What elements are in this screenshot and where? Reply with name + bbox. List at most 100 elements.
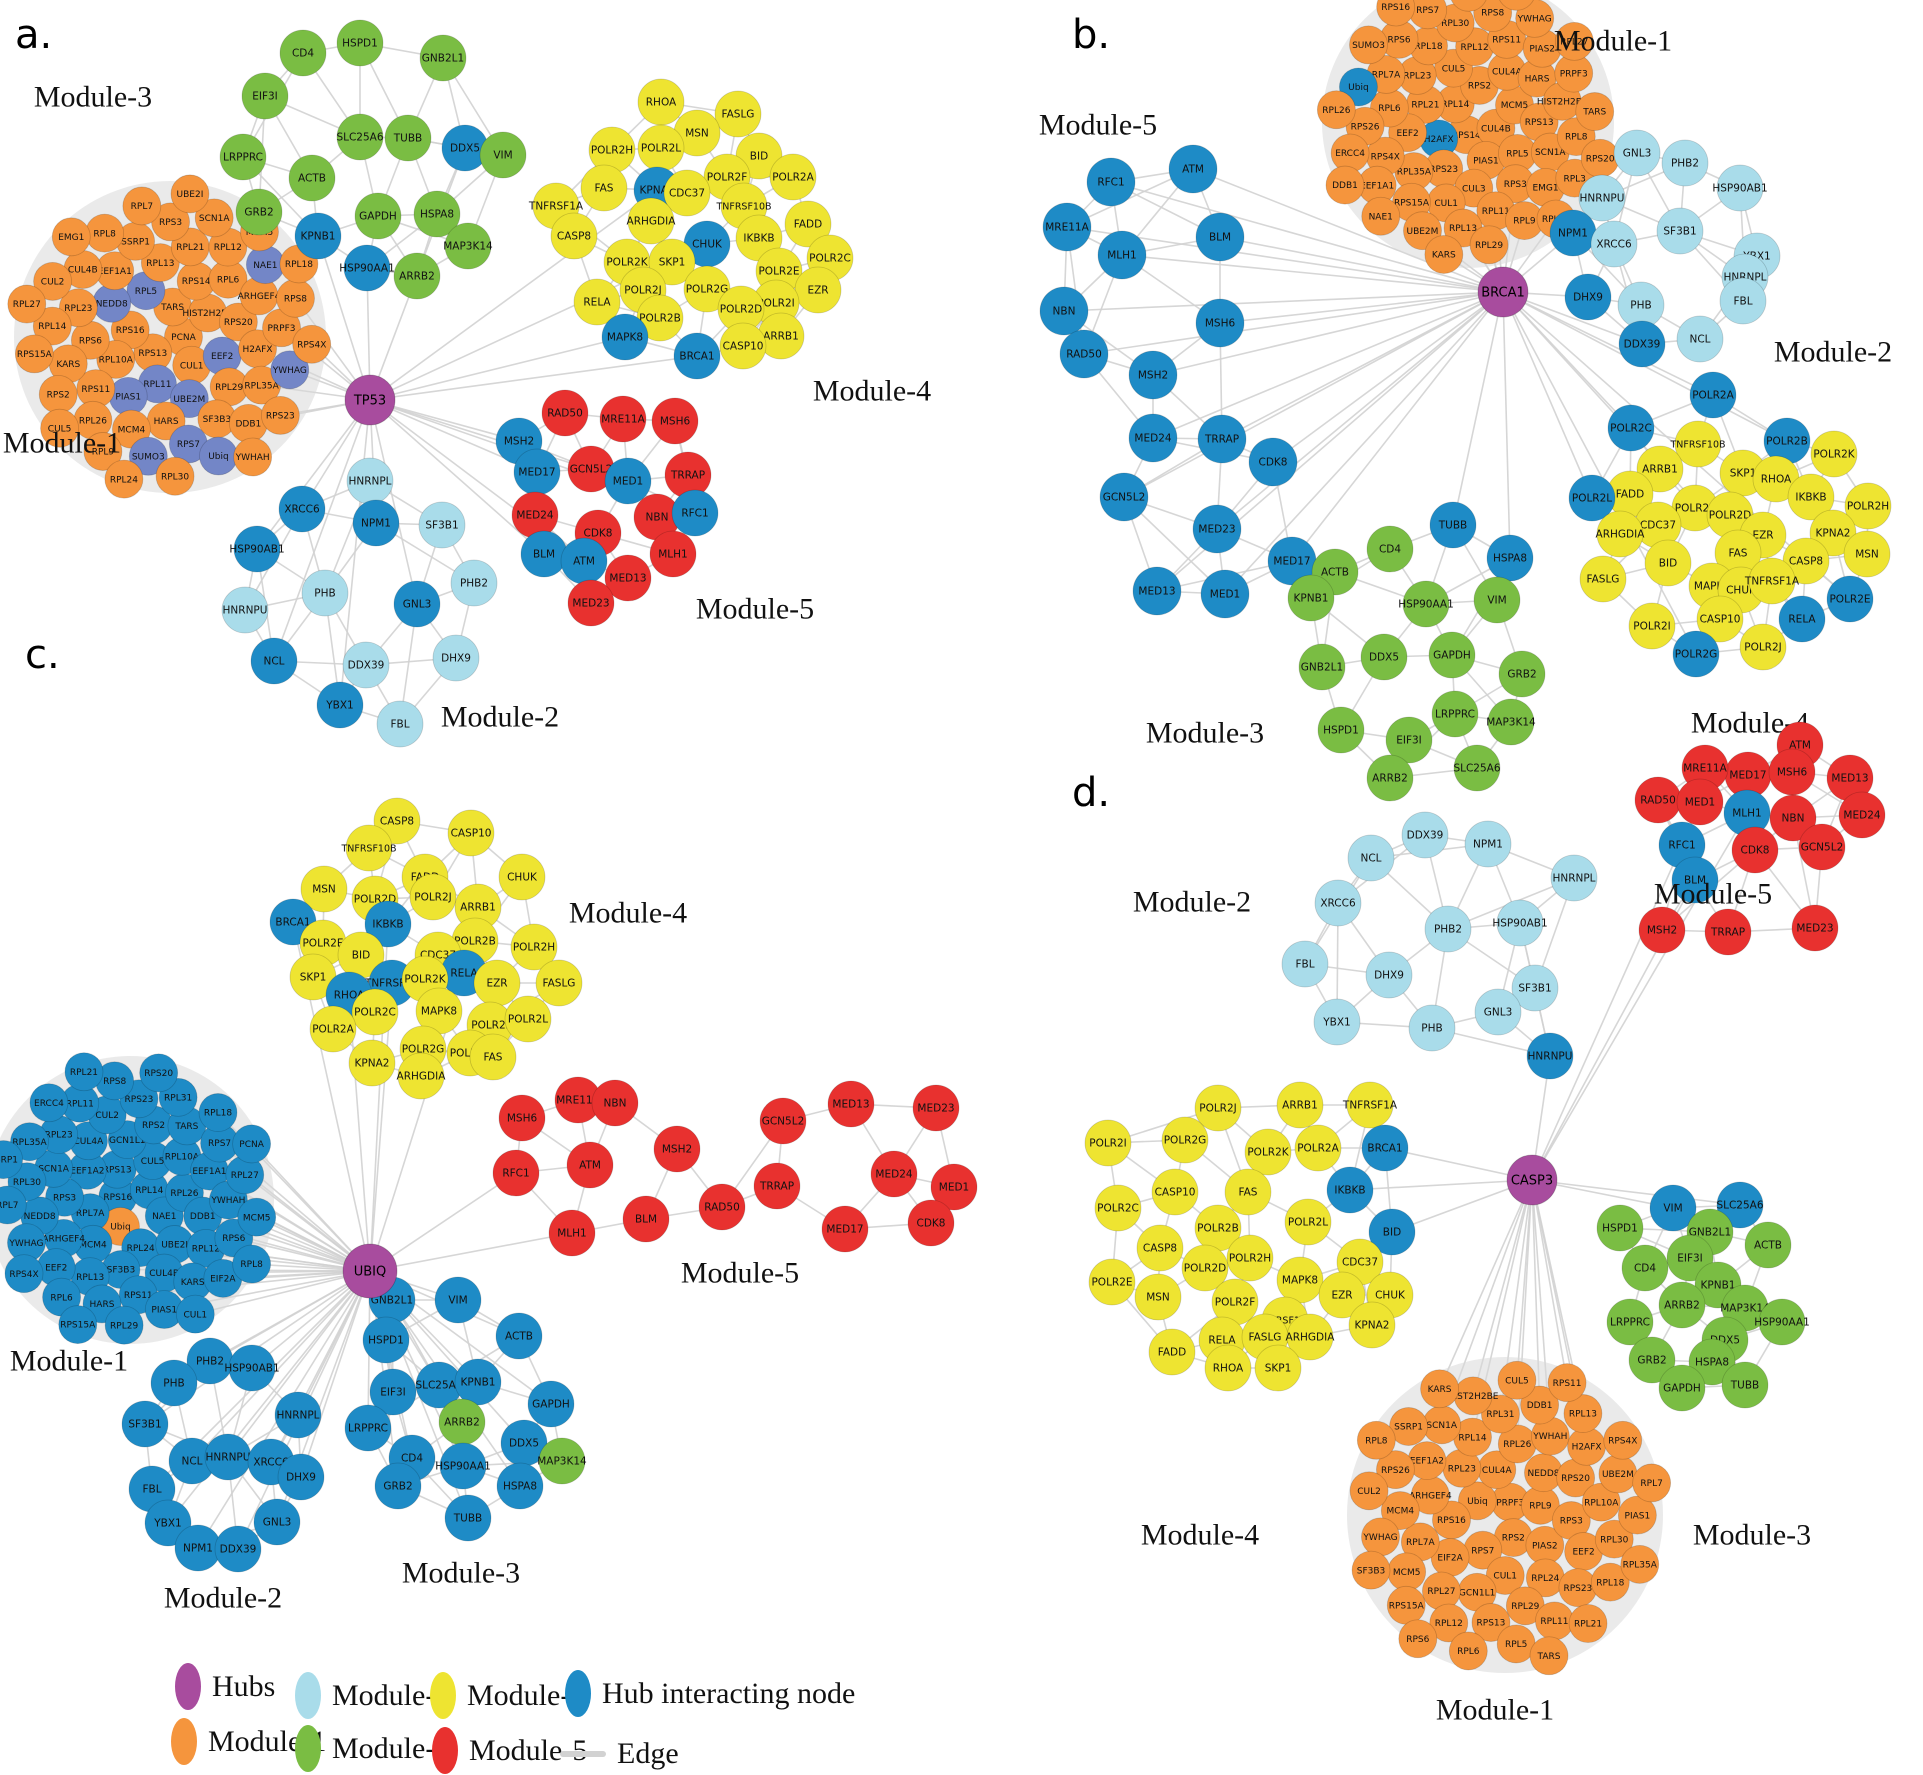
node-MRE11A: MRE11A — [599, 395, 647, 443]
node-POLR2E: POLR2E — [1088, 1258, 1136, 1306]
node-label: POLR2C — [1610, 423, 1652, 435]
hub-swatch-icon — [175, 1663, 201, 1710]
node-KARS: KARS — [1420, 1369, 1459, 1409]
node-label: POLR2B — [1197, 1223, 1239, 1235]
node-label: EIF2A — [1437, 1554, 1463, 1564]
node-label: RPS2 — [1468, 82, 1491, 92]
node-label: POLR2G — [402, 1044, 445, 1056]
node-label: RPS20 — [224, 318, 253, 328]
node-NCL: NCL — [1347, 834, 1395, 882]
node-DDB1: DDB1 — [1325, 165, 1365, 205]
node-label: XRCC6 — [1596, 239, 1632, 251]
node-MED23: MED23 — [567, 579, 615, 627]
node-MED23: MED23 — [1192, 504, 1242, 554]
node-label: RPL6 — [1378, 104, 1401, 114]
node-ARRB2: ARRB2 — [438, 1398, 486, 1446]
node-MAP3K14: MAP3K14 — [537, 1437, 587, 1485]
node-label: KPNA2 — [1355, 1320, 1390, 1332]
node-label: FAS — [484, 1052, 503, 1064]
node-DDB1: DDB1 — [228, 404, 268, 443]
node-TNFRSF1A: TNFRSF1A — [1744, 557, 1800, 605]
node-HSPA8: HSPA8 — [496, 1462, 544, 1510]
node-label: HNRNPU — [223, 605, 268, 617]
node-CASP10: CASP10 — [1151, 1168, 1199, 1216]
node-label: CASP10 — [1700, 614, 1741, 626]
cluster-module-1: PCNA RPS13 TARS CUL1 RPS16 HIST2H2BE RPL11 RPL5… — [7, 174, 332, 499]
node-label: CASP10 — [451, 828, 492, 840]
nodes-layer: PRPF3 RPS2 Ubiq RPL9 RPS7 CUL4A PIAS2 RPS16 NEDD… — [1084, 721, 1886, 1676]
node-label: MSH6 — [1205, 318, 1236, 330]
node-NPM1: NPM1 — [352, 499, 400, 547]
node-label: EIF3I — [380, 1387, 406, 1399]
node-label: GNB2L1 — [1301, 662, 1343, 674]
node-label: GNB2L1 — [1689, 1227, 1731, 1239]
node-label: RPL21 — [176, 243, 204, 253]
node-label: FBL — [1295, 959, 1314, 971]
node-ATM: ATM — [1168, 144, 1218, 194]
node-IKBKB: IKBKB — [1787, 473, 1835, 521]
node-MED23: MED23 — [1791, 904, 1839, 952]
node-NEDD8: NEDD8 — [1524, 1453, 1563, 1493]
cluster-module-1: PRPF3 RPS2 Ubiq RPL9 RPS7 CUL4A PIAS2 RPS16 NEDD… — [1347, 1357, 1672, 1676]
node-label: MLH1 — [1732, 808, 1762, 820]
node-label: PHB — [163, 1378, 184, 1390]
node-label: GRB2 — [244, 207, 273, 219]
node-HNRNPU: HNRNPU — [204, 1433, 252, 1481]
node-ARRB1: ARRB1 — [1276, 1081, 1324, 1129]
node-label: MED1 — [1210, 589, 1240, 601]
node-label: RPL11 — [143, 380, 171, 390]
node-label: CASP10 — [723, 341, 764, 353]
node-RPS4X: RPS4X — [292, 324, 332, 364]
node-label: H2AFX — [243, 345, 273, 355]
node-MLH1: MLH1 — [649, 530, 697, 578]
node-label: BRCA1 — [1367, 1143, 1402, 1155]
node-NCL: NCL — [250, 637, 298, 685]
node-HSPD1: HSPD1 — [1317, 706, 1365, 754]
node-label: RPS8 — [284, 294, 307, 304]
node-MED1: MED1 — [930, 1163, 978, 1211]
node-SCN1A: SCN1A — [194, 198, 234, 238]
node-label: MAP3K14 — [537, 1456, 587, 1468]
node-label: RPL18 — [285, 260, 313, 270]
node-label: TARS — [1537, 1652, 1561, 1662]
node-label: EIF3I — [1396, 735, 1422, 747]
node-POLR2D: POLR2D — [1181, 1244, 1229, 1292]
node-label: EEF1A2 — [1410, 1457, 1444, 1467]
node-label: EIF2A — [210, 1275, 236, 1285]
node-label: RPS4X — [297, 340, 326, 350]
node-label: DDX5 — [450, 143, 480, 155]
node-label: MSN — [1146, 1292, 1170, 1304]
node-label: NBN — [604, 1098, 627, 1110]
node-BLM: BLM — [1671, 856, 1719, 904]
node-POLR2J: POLR2J — [1194, 1084, 1242, 1132]
node-PHB2: PHB2 — [1661, 139, 1709, 187]
node-label: CDC37 — [1342, 1257, 1378, 1269]
node-CASP8: CASP8 — [1136, 1224, 1184, 1272]
node-label: NEDD8 — [1527, 1469, 1559, 1479]
node-RPL27: RPL27 — [1554, 21, 1594, 61]
node-label: SKP1 — [1730, 468, 1757, 480]
node-label: CHUK — [1375, 1290, 1406, 1302]
node-label: RPL18 — [1596, 1578, 1624, 1588]
node-DDX39: DDX39 — [1401, 811, 1449, 859]
cluster-module-2: GNL3PHB2HSP90AB1HNRNPUSF3B1NPM1XRCC6YBX1… — [1549, 129, 1781, 368]
node-label: PIAS1 — [1473, 157, 1499, 167]
node-label: HNRNPL — [276, 1410, 319, 1422]
node-label: FASLG — [1587, 574, 1620, 586]
node-ARHGDIA: ARHGDIA — [627, 197, 676, 245]
node-BRCA1: BRCA1 — [673, 332, 721, 380]
node-label: RPL26 — [170, 1189, 198, 1199]
node-NCL: NCL — [1676, 315, 1724, 363]
node-XRCC6: XRCC6 — [1590, 220, 1638, 268]
node-label: CASP8 — [380, 816, 414, 828]
node-MSN: MSN — [300, 865, 348, 913]
node-label: FADD — [794, 219, 822, 231]
cluster-module-5: ATM RFC1 MRE11A BLM MLH1 NBN MSH6 RAD50 MSH2 MED2… — [1039, 144, 1317, 619]
node-EEF1A2: EEF1A2 — [1407, 1441, 1447, 1480]
node-label: RPL30 — [1600, 1535, 1628, 1545]
node-RPL18: RPL18 — [198, 1093, 238, 1132]
node-label: RPL7A — [76, 1209, 105, 1219]
node-label: IKBKB — [1795, 492, 1826, 504]
node-HSP90AA1: HSP90AA1 — [339, 244, 395, 292]
node-label: RPS15A — [17, 350, 53, 360]
